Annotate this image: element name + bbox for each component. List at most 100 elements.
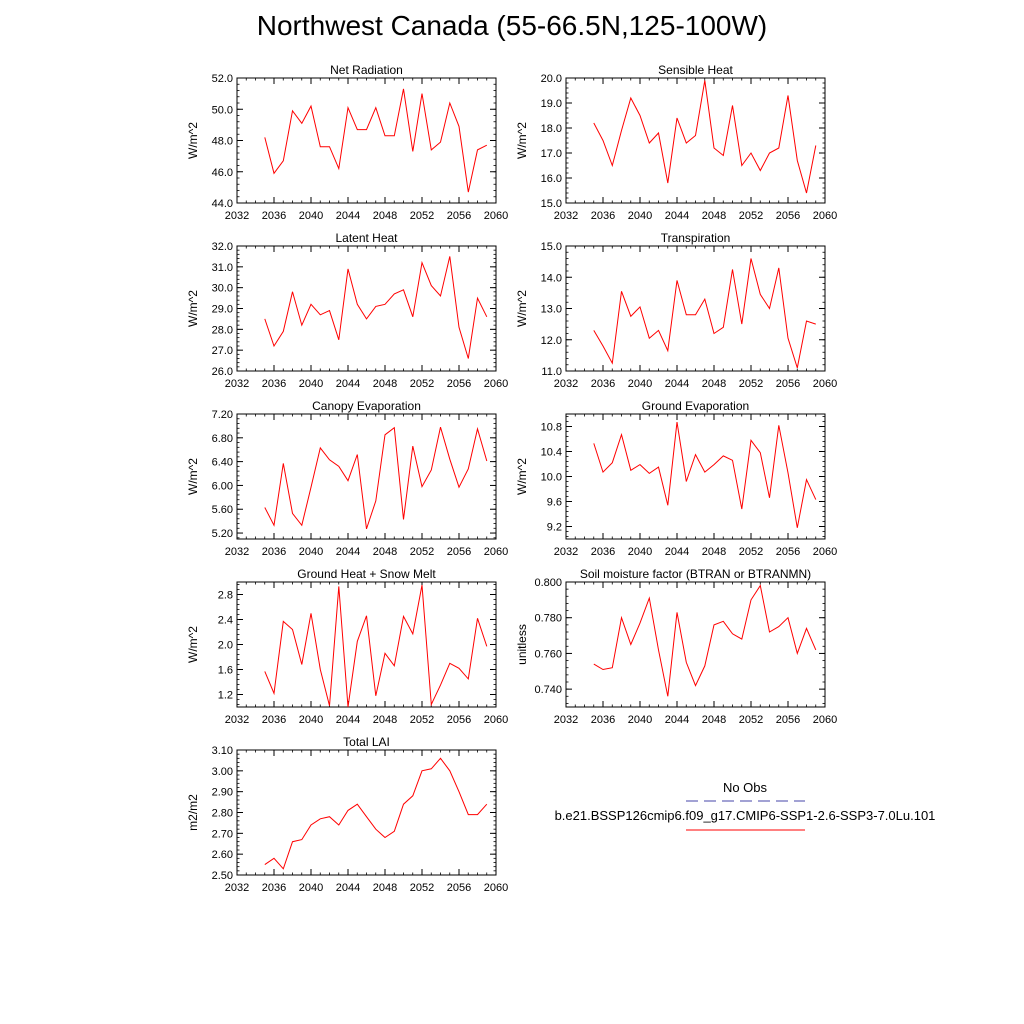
y-axis-label: W/m^2 [515,290,529,327]
x-tick-label: 2048 [373,546,397,558]
y-tick-label: 29.0 [212,304,233,316]
x-tick-label: 2044 [336,378,360,390]
y-tick-label: 10.8 [541,422,562,434]
y-tick-label: 2.8 [218,590,233,602]
x-tick-label: 2032 [225,546,249,558]
x-tick-label: 2060 [813,210,837,222]
y-tick-label: 6.00 [212,480,233,492]
x-tick-label: 2060 [484,210,508,222]
y-tick-label: 1.2 [218,690,233,702]
chart-panel-5: Canopy Evaporation W/m^2 2032 2036 2040 2044 2… [186,399,508,558]
panel-title: Total LAI [343,735,390,749]
x-tick-label: 2048 [702,210,726,222]
x-tick-label: 2032 [554,210,578,222]
x-tick-label: 2052 [410,210,434,222]
x-tick-label: 2044 [665,546,689,558]
y-tick-label: 2.60 [212,849,233,861]
plot-frame [236,581,497,708]
x-tick-label: 2052 [410,714,434,726]
x-tick-label: 2060 [813,714,837,726]
series-line [264,88,488,193]
x-tick-label: 2040 [299,714,323,726]
x-tick-label: 2052 [739,714,763,726]
x-tick-label: 2060 [813,546,837,558]
y-tick-label: 0.800 [534,577,562,589]
x-tick-label: 2036 [262,882,286,894]
y-tick-label: 27.0 [212,345,233,357]
y-axis-label: m2/m2 [186,794,200,831]
x-tick-label: 2048 [373,882,397,894]
plot-frame [236,413,497,540]
x-tick-label: 2032 [554,714,578,726]
x-tick-label: 2036 [591,714,615,726]
chart-panels: Net Radiation W/m^2 2032 2036 2040 2044 2048 20… [186,63,837,894]
x-tick-label: 2056 [447,714,471,726]
x-tick-label: 2056 [776,210,800,222]
legend-model-label: b.e21.BSSP126cmip6.f09_g17.CMIP6-SSP1-2.… [555,808,936,823]
y-tick-label: 3.10 [212,745,233,757]
x-tick-label: 2036 [591,378,615,390]
y-tick-label: 48.0 [212,136,233,148]
y-tick-label: 17.0 [541,148,562,160]
series-line [264,585,488,708]
x-tick-label: 2036 [262,210,286,222]
y-tick-label: 16.0 [541,173,562,185]
y-tick-label: 5.60 [212,504,233,516]
y-tick-label: 52.0 [212,73,233,85]
y-axis-label: W/m^2 [186,122,200,159]
chart-panel-1: Net Radiation W/m^2 2032 2036 2040 2044 2048 20… [186,63,508,222]
x-tick-label: 2040 [299,546,323,558]
panel-title: Ground Heat + Snow Melt [297,567,436,581]
y-tick-label: 6.40 [212,457,233,469]
y-tick-label: 10.0 [541,472,562,484]
chart-panel-4: Transpiration W/m^2 2032 2036 2040 2044 2048 20… [515,231,837,390]
y-tick-label: 9.6 [547,497,562,509]
y-tick-label: 14.0 [541,272,562,284]
y-tick-label: 32.0 [212,241,233,253]
y-tick-label: 0.740 [534,684,562,696]
plot-frame [236,749,497,876]
x-tick-label: 2052 [739,546,763,558]
plot-frame [565,77,826,204]
x-tick-label: 2056 [447,882,471,894]
x-tick-label: 2052 [410,546,434,558]
y-tick-label: 2.80 [212,808,233,820]
x-tick-label: 2060 [484,546,508,558]
panel-title: Sensible Heat [658,63,733,77]
chart-panel-7: Ground Heat + Snow Melt W/m^2 2032 2036 2040… [186,567,508,726]
y-tick-label: 10.4 [541,447,562,459]
chart-panel-9: Total LAI m2/m2 2032 2036 2040 2044 2048 2052 20… [186,735,508,894]
x-tick-label: 2036 [591,210,615,222]
plot-frame [236,77,497,204]
y-tick-label: 30.0 [212,283,233,295]
y-tick-label: 31.0 [212,262,233,274]
y-tick-label: 2.0 [218,640,233,652]
y-tick-label: 6.80 [212,433,233,445]
y-axis-label: W/m^2 [515,458,529,495]
x-tick-label: 2044 [336,882,360,894]
x-tick-label: 2032 [554,378,578,390]
x-tick-label: 2052 [739,378,763,390]
x-tick-label: 2040 [628,378,652,390]
y-tick-label: 0.780 [534,613,562,625]
x-tick-label: 2052 [739,210,763,222]
x-tick-label: 2048 [373,210,397,222]
y-tick-label: 7.20 [212,409,233,421]
y-tick-label: 2.70 [212,828,233,840]
x-tick-label: 2036 [262,714,286,726]
x-tick-label: 2056 [776,546,800,558]
x-tick-label: 2044 [665,714,689,726]
x-tick-label: 2032 [225,714,249,726]
y-tick-label: 28.0 [212,324,233,336]
panel-title: Soil moisture factor (BTRAN or BTRANMN) [580,567,811,581]
y-tick-label: 9.2 [547,522,562,534]
x-tick-label: 2060 [484,714,508,726]
x-tick-label: 2056 [447,378,471,390]
y-tick-label: 20.0 [541,73,562,85]
y-axis-label: W/m^2 [186,626,200,663]
x-tick-label: 2052 [410,378,434,390]
y-axis-label: W/m^2 [515,122,529,159]
x-tick-label: 2048 [373,714,397,726]
y-tick-label: 11.0 [541,366,562,378]
